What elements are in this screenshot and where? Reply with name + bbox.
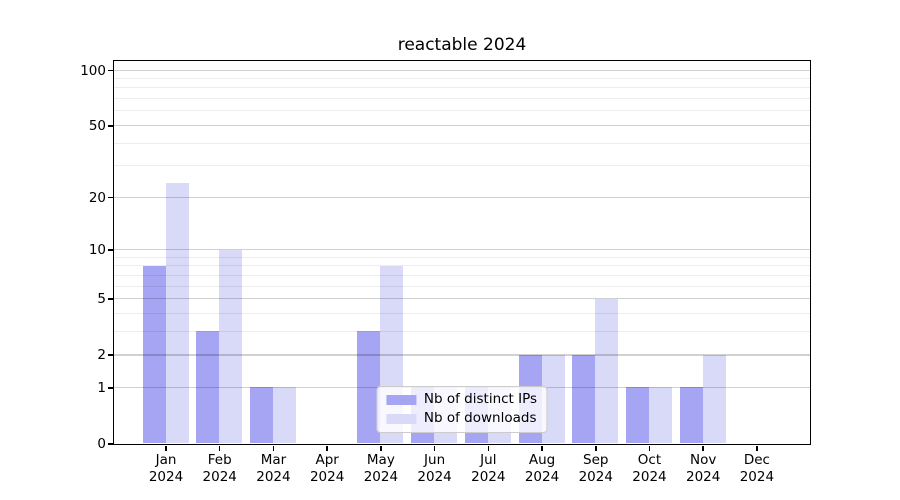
x-tick-label-may: May 2024 <box>363 452 399 485</box>
x-tick-year: 2024 <box>524 468 560 485</box>
gridline-minor-9 <box>113 256 810 258</box>
gridline-minor-80 <box>113 87 810 89</box>
y-tick-mark-0 <box>108 443 114 445</box>
x-tick-mark-jun <box>433 445 436 451</box>
x-tick-mark-feb <box>218 445 221 451</box>
y-tick-mark-2 <box>108 354 114 356</box>
y-tick-label-100: 100 <box>80 62 106 79</box>
x-tick-year: 2024 <box>686 468 721 485</box>
legend-swatch-nb-of-downloads <box>385 413 416 424</box>
y-tick-label-50: 50 <box>88 117 106 134</box>
plot-area: Nb of distinct IPs Nb of downloads <box>112 59 811 445</box>
gridline-minor-7 <box>113 274 810 276</box>
gridline-major-100 <box>113 69 810 72</box>
bar-nb-of-distinct-ips-nov <box>679 387 703 444</box>
x-tick-mark-nov <box>702 445 704 451</box>
x-tick-year: 2024 <box>148 468 184 485</box>
x-tick-label-jan: Jan 2024 <box>148 452 184 485</box>
bar-nb-of-distinct-ips-feb <box>196 331 220 444</box>
x-tick-label-mar: Mar 2024 <box>256 452 291 485</box>
x-tick-year: 2024 <box>363 468 399 485</box>
x-tick-mark-jan <box>165 445 167 451</box>
bar-nb-of-downloads-aug <box>541 354 565 444</box>
x-tick-year: 2024 <box>632 468 667 485</box>
gridline-minor-90 <box>113 78 810 80</box>
x-tick-mark-aug <box>541 445 543 451</box>
x-tick-year: 2024 <box>256 468 291 485</box>
y-tick-mark-5 <box>108 298 114 300</box>
bar-nb-of-downloads-jan <box>165 183 189 444</box>
x-tick-label-apr: Apr 2024 <box>309 452 345 485</box>
bar-nb-of-distinct-ips-jan <box>142 265 166 444</box>
x-tick-label-dec: Dec 2024 <box>739 452 775 485</box>
bar-nb-of-downloads-oct <box>648 387 672 444</box>
legend: Nb of distinct IPs Nb of downloads <box>375 385 548 433</box>
bar-nb-of-distinct-ips-may <box>357 331 381 444</box>
gridline-major-50 <box>113 124 810 127</box>
y-tick-mark-100 <box>108 69 114 72</box>
gridline-minor-3 <box>113 330 810 332</box>
gridline-major-10 <box>113 249 810 251</box>
x-tick-year: 2024 <box>309 468 345 485</box>
gridline-minor-6 <box>113 285 810 287</box>
x-tick-mark-oct <box>648 445 651 451</box>
bar-nb-of-distinct-ips-oct <box>625 387 649 444</box>
x-tick-label-nov: Nov 2024 <box>686 452 721 485</box>
bar-nb-of-downloads-mar <box>272 387 296 444</box>
y-tick-label-5: 5 <box>97 291 106 308</box>
gridline-major-20 <box>113 196 810 199</box>
legend-entry-nb-of-downloads: Nb of downloads <box>385 410 537 427</box>
legend-swatch-nb-of-distinct-ips <box>385 394 416 405</box>
x-tick-label-jun: Jun 2024 <box>417 452 452 485</box>
x-tick-mark-mar <box>272 445 275 451</box>
x-tick-label-oct: Oct 2024 <box>632 452 667 485</box>
x-tick-mark-sep <box>595 445 597 451</box>
y-tick-label-10: 10 <box>88 242 106 258</box>
y-tick-label-2: 2 <box>97 347 106 364</box>
x-tick-mark-jul <box>487 445 490 451</box>
x-tick-label-sep: Sep 2024 <box>578 452 613 485</box>
gridline-minor-60 <box>113 110 810 112</box>
legend-entry-nb-of-distinct-ips: Nb of distinct IPs <box>385 391 538 408</box>
y-tick-label-1: 1 <box>97 379 106 396</box>
legend-label: Nb of distinct IPs <box>423 391 538 407</box>
x-tick-year: 2024 <box>578 468 613 485</box>
chart-title: reactable 2024 <box>397 35 527 55</box>
bar-nb-of-distinct-ips-sep <box>572 354 596 444</box>
gridline-minor-30 <box>113 165 810 167</box>
gridline-minor-4 <box>113 312 810 314</box>
y-tick-mark-20 <box>108 196 114 199</box>
bar-nb-of-downloads-feb <box>219 249 243 444</box>
gridline-minor-40 <box>113 142 810 144</box>
x-tick-mark-may <box>380 445 382 451</box>
x-tick-mark-apr <box>326 445 328 451</box>
x-tick-label-feb: Feb 2024 <box>202 452 237 485</box>
x-tick-label-jul: Jul 2024 <box>471 452 506 485</box>
gridline-major-2 <box>113 354 810 356</box>
y-tick-mark-50 <box>108 125 114 127</box>
x-tick-year: 2024 <box>417 468 452 485</box>
y-tick-mark-1 <box>108 387 114 389</box>
y-tick-label-0: 0 <box>97 436 106 452</box>
x-tick-mark-dec <box>756 445 758 451</box>
x-tick-label-aug: Aug 2024 <box>524 452 560 485</box>
bar-nb-of-downloads-nov <box>702 354 726 444</box>
gridline-major-5 <box>113 298 810 300</box>
x-tick-year: 2024 <box>471 468 506 485</box>
bar-nb-of-distinct-ips-mar <box>249 387 273 444</box>
y-tick-label-20: 20 <box>88 189 106 206</box>
x-tick-year: 2024 <box>202 468 237 485</box>
x-tick-year: 2024 <box>739 468 775 485</box>
y-tick-mark-10 <box>108 249 114 251</box>
gridline-minor-70 <box>113 98 810 100</box>
bar-nb-of-downloads-sep <box>595 298 619 444</box>
gridline-minor-8 <box>113 265 810 267</box>
legend-label: Nb of downloads <box>423 410 537 426</box>
